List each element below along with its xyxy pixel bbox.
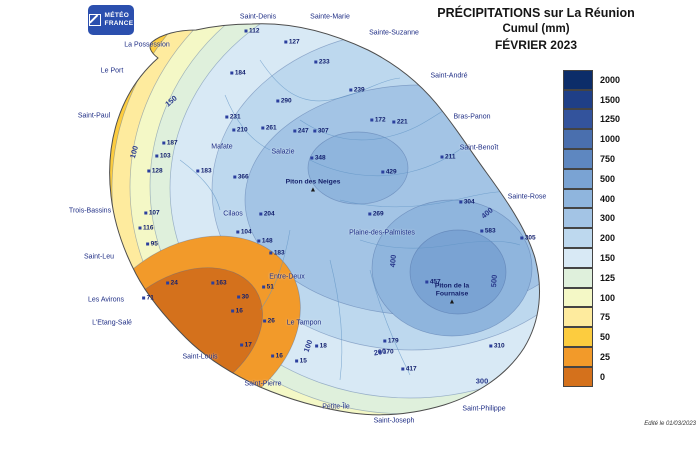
legend-item: 1250 <box>563 109 621 130</box>
legend-item: 500 <box>563 168 620 189</box>
legend-swatch <box>563 228 593 248</box>
legend-value-label: 300 <box>600 213 616 224</box>
legend-swatch <box>563 69 593 90</box>
legend-value-label: 25 <box>600 352 611 363</box>
legend-swatch <box>563 89 593 110</box>
meteo-france-logo-icon <box>88 14 101 26</box>
meteo-france-logo-text: MÉTÉO FRANCE <box>105 12 134 28</box>
legend-swatch <box>563 307 593 328</box>
legend-item: 25 <box>563 346 620 367</box>
legend-item: 200 <box>563 228 620 248</box>
legend-item: 300 <box>563 208 620 229</box>
map-title: PRÉCIPITATIONS sur La Réunion Cumul (mm)… <box>402 6 670 52</box>
legend-item: 750 <box>563 148 620 169</box>
title-line3: FÉVRIER 2023 <box>494 38 578 52</box>
legend-item: 100 <box>563 287 620 308</box>
legend-swatch <box>563 247 593 268</box>
meteo-france-logo: MÉTÉO FRANCE <box>88 5 134 35</box>
legend-swatch <box>563 327 593 347</box>
precipitation-legend: 2000 1500 1250 1000 750 500 400 300 200 150 125 100… <box>563 69 621 387</box>
legend-value-label: 0 <box>600 371 606 382</box>
legend-swatch <box>563 168 593 189</box>
legend-value-label: 500 <box>600 173 616 184</box>
legend-value-label: 750 <box>600 154 616 165</box>
legend-item: 1000 <box>563 129 620 149</box>
legend-item: 50 <box>563 327 620 347</box>
legend-item: 1500 <box>563 89 621 110</box>
legend-value-label: 150 <box>600 253 616 264</box>
title-line1: PRÉCIPITATIONS sur La Réunion <box>437 6 635 20</box>
legend-value-label: 100 <box>600 292 616 303</box>
legend-swatch <box>563 267 593 288</box>
legend-item: 75 <box>563 307 620 328</box>
legend-value-label: 125 <box>600 272 616 283</box>
legend-value-label: 1250 <box>600 114 621 125</box>
legend-value-label: 2000 <box>600 74 621 85</box>
legend-swatch <box>563 129 593 149</box>
legend-item: 0 <box>563 366 620 387</box>
legend-swatch <box>563 148 593 169</box>
legend-value-label: 1000 <box>600 134 621 145</box>
legend-swatch <box>563 208 593 229</box>
island-outline <box>109 23 540 416</box>
legend-value-label: 75 <box>600 312 611 323</box>
river-lines <box>179 59 521 381</box>
legend-swatch <box>563 109 593 130</box>
zone-400 <box>307 131 409 205</box>
logo-line1: MÉTÉO <box>104 12 130 20</box>
edition-date: Edité le 01/03/2023 <box>644 421 696 427</box>
legend-value-label: 1500 <box>600 94 621 105</box>
legend-item: 150 <box>563 247 620 268</box>
legend-swatch <box>563 366 593 387</box>
zone-500 <box>409 229 507 315</box>
legend-value-label: 50 <box>600 332 611 343</box>
legend-swatch <box>563 188 593 209</box>
legend-value-label: 200 <box>600 233 616 244</box>
legend-item: 400 <box>563 188 620 209</box>
legend-value-label: 400 <box>600 193 616 204</box>
legend-item: 125 <box>563 267 620 288</box>
legend-item: 2000 <box>563 69 621 90</box>
legend-swatch <box>563 346 593 367</box>
legend-swatch <box>563 287 593 308</box>
title-line2: Cumul (mm) <box>502 23 570 35</box>
logo-line2: FRANCE <box>104 20 134 27</box>
